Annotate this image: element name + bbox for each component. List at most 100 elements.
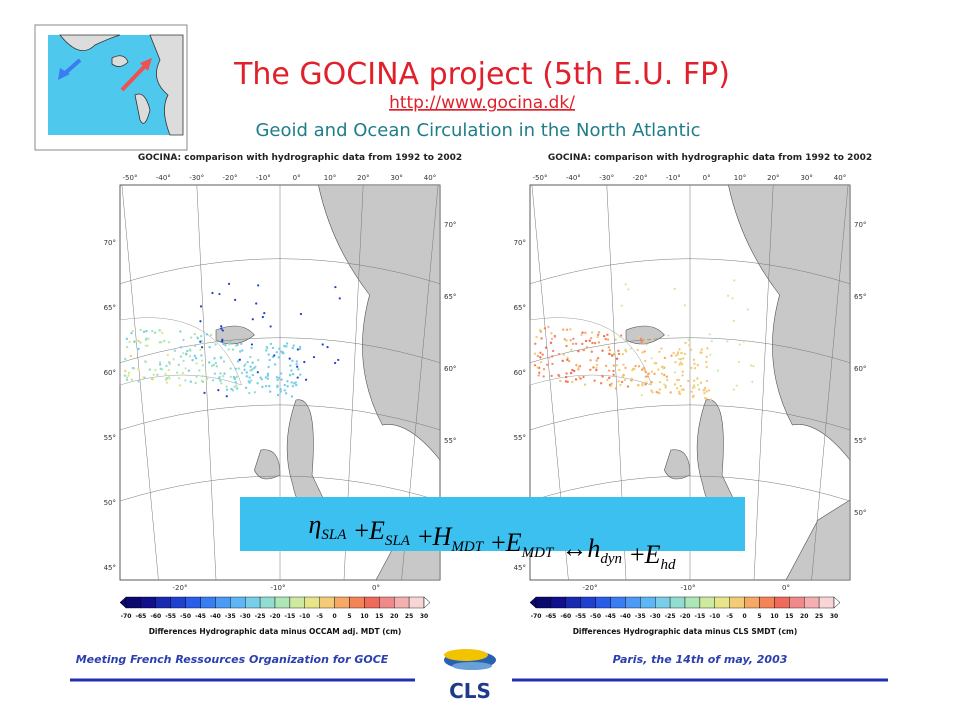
lon-label: -40°: [156, 174, 171, 182]
obs-dot: [595, 363, 599, 367]
obs-dot: [265, 345, 268, 349]
obs-dot: [251, 373, 255, 377]
obs-dot: [286, 380, 289, 383]
obs-dot: [182, 338, 185, 342]
colorbar-box: [684, 596, 701, 609]
obs-dot: [653, 362, 656, 365]
obs-dot: [643, 368, 646, 372]
map: GOCINA: comparison with hydrographic dat…: [514, 153, 873, 636]
obs-dot: [607, 346, 611, 349]
obs-dot: [137, 347, 140, 351]
obs-dot: [168, 362, 172, 366]
obs-dot: [205, 378, 208, 382]
eq-subscript: MDT: [521, 545, 555, 561]
obs-dot: [630, 379, 633, 382]
obs-dot: [672, 351, 675, 355]
map: GOCINA: comparison with hydrographic dat…: [104, 153, 463, 636]
colorbar-label: -50: [180, 613, 191, 620]
obs-dot: [673, 371, 676, 374]
obs-dot: [211, 379, 215, 382]
obs-dot: [159, 367, 162, 371]
colorbar-label: -50: [590, 613, 601, 620]
obs-dot: [208, 345, 211, 349]
obs-dot: [582, 375, 585, 379]
obs-dot: [217, 377, 221, 380]
lon-label: -20°: [223, 174, 238, 182]
obs-dot: [222, 342, 225, 346]
lon-label: -20°: [633, 174, 648, 182]
obs-dot: [269, 325, 272, 328]
obs-dot: [248, 381, 251, 384]
obs-dot: [296, 376, 299, 379]
colorbar-box: [595, 596, 611, 609]
obs-dot: [553, 334, 557, 338]
obs-dot: [158, 363, 162, 366]
obs-dot: [148, 368, 152, 371]
eq-operator: +: [418, 522, 433, 551]
colorbar-box: [669, 596, 686, 609]
obs-dot: [706, 347, 709, 350]
obs-dot: [687, 379, 690, 383]
obs-dot: [644, 370, 647, 374]
obs-dot: [303, 360, 306, 364]
obs-dot: [737, 360, 741, 364]
obs-dot: [665, 375, 669, 378]
obs-dot: [276, 393, 280, 397]
obs-dot: [243, 364, 246, 368]
obs-dot: [569, 328, 572, 331]
colorbar-box: [394, 596, 410, 609]
obs-dot: [687, 338, 690, 341]
obs-dot: [244, 386, 248, 390]
lat-label: 60°: [854, 365, 866, 373]
obs-dot: [256, 382, 259, 385]
colorbar-box: [655, 596, 671, 609]
colorbar-label: 25: [405, 613, 413, 620]
obs-dot: [618, 368, 621, 372]
obs-dot: [637, 365, 641, 368]
obs-dot: [213, 357, 216, 360]
obs-dot: [232, 375, 236, 379]
obs-dot: [539, 361, 543, 364]
obs-dot: [131, 329, 135, 333]
obs-dot: [746, 308, 749, 311]
colorbar-label: -40: [620, 613, 631, 620]
obs-dot: [584, 339, 588, 343]
obs-dot: [662, 367, 665, 370]
eq-subscript: MDT: [450, 539, 484, 555]
colorbar-label: 0: [333, 613, 337, 620]
obs-dot: [137, 339, 140, 343]
obs-dot: [265, 349, 268, 352]
lat-label: 65°: [854, 293, 866, 301]
map-title: GOCINA: comparison with hydrographic dat…: [138, 153, 462, 163]
lat-label: 55°: [104, 434, 116, 442]
obs-dot: [220, 327, 223, 330]
obs-dot: [592, 366, 595, 369]
lon-label: -30°: [599, 174, 614, 182]
obs-dot: [125, 345, 129, 349]
obs-dot: [731, 297, 734, 300]
obs-dot: [691, 395, 695, 399]
obs-dot: [267, 353, 270, 356]
colorbar-box: [319, 596, 335, 609]
lat-label: 50°: [854, 509, 866, 517]
graticule: [811, 184, 849, 581]
colorbar-box: [289, 596, 305, 609]
obs-dot: [186, 349, 189, 353]
obs-dot: [676, 353, 679, 356]
link[interactable]: http://www.gocina.dk/: [389, 93, 575, 113]
lat-label: 70°: [514, 239, 526, 247]
obs-dot: [285, 342, 289, 345]
obs-dot: [727, 294, 730, 297]
obs-dot: [234, 367, 238, 371]
obs-dot: [561, 359, 564, 363]
obs-dot: [705, 355, 708, 358]
eq-symbol: η: [308, 510, 321, 539]
colorbar-label: -45: [195, 613, 206, 620]
obs-dot: [534, 342, 537, 345]
colorbar-box: [699, 596, 716, 609]
obs-dot: [583, 383, 587, 386]
obs-dot: [705, 360, 708, 364]
obs-dot: [194, 357, 198, 360]
obs-dot: [751, 380, 754, 383]
obs-dot: [732, 388, 736, 391]
